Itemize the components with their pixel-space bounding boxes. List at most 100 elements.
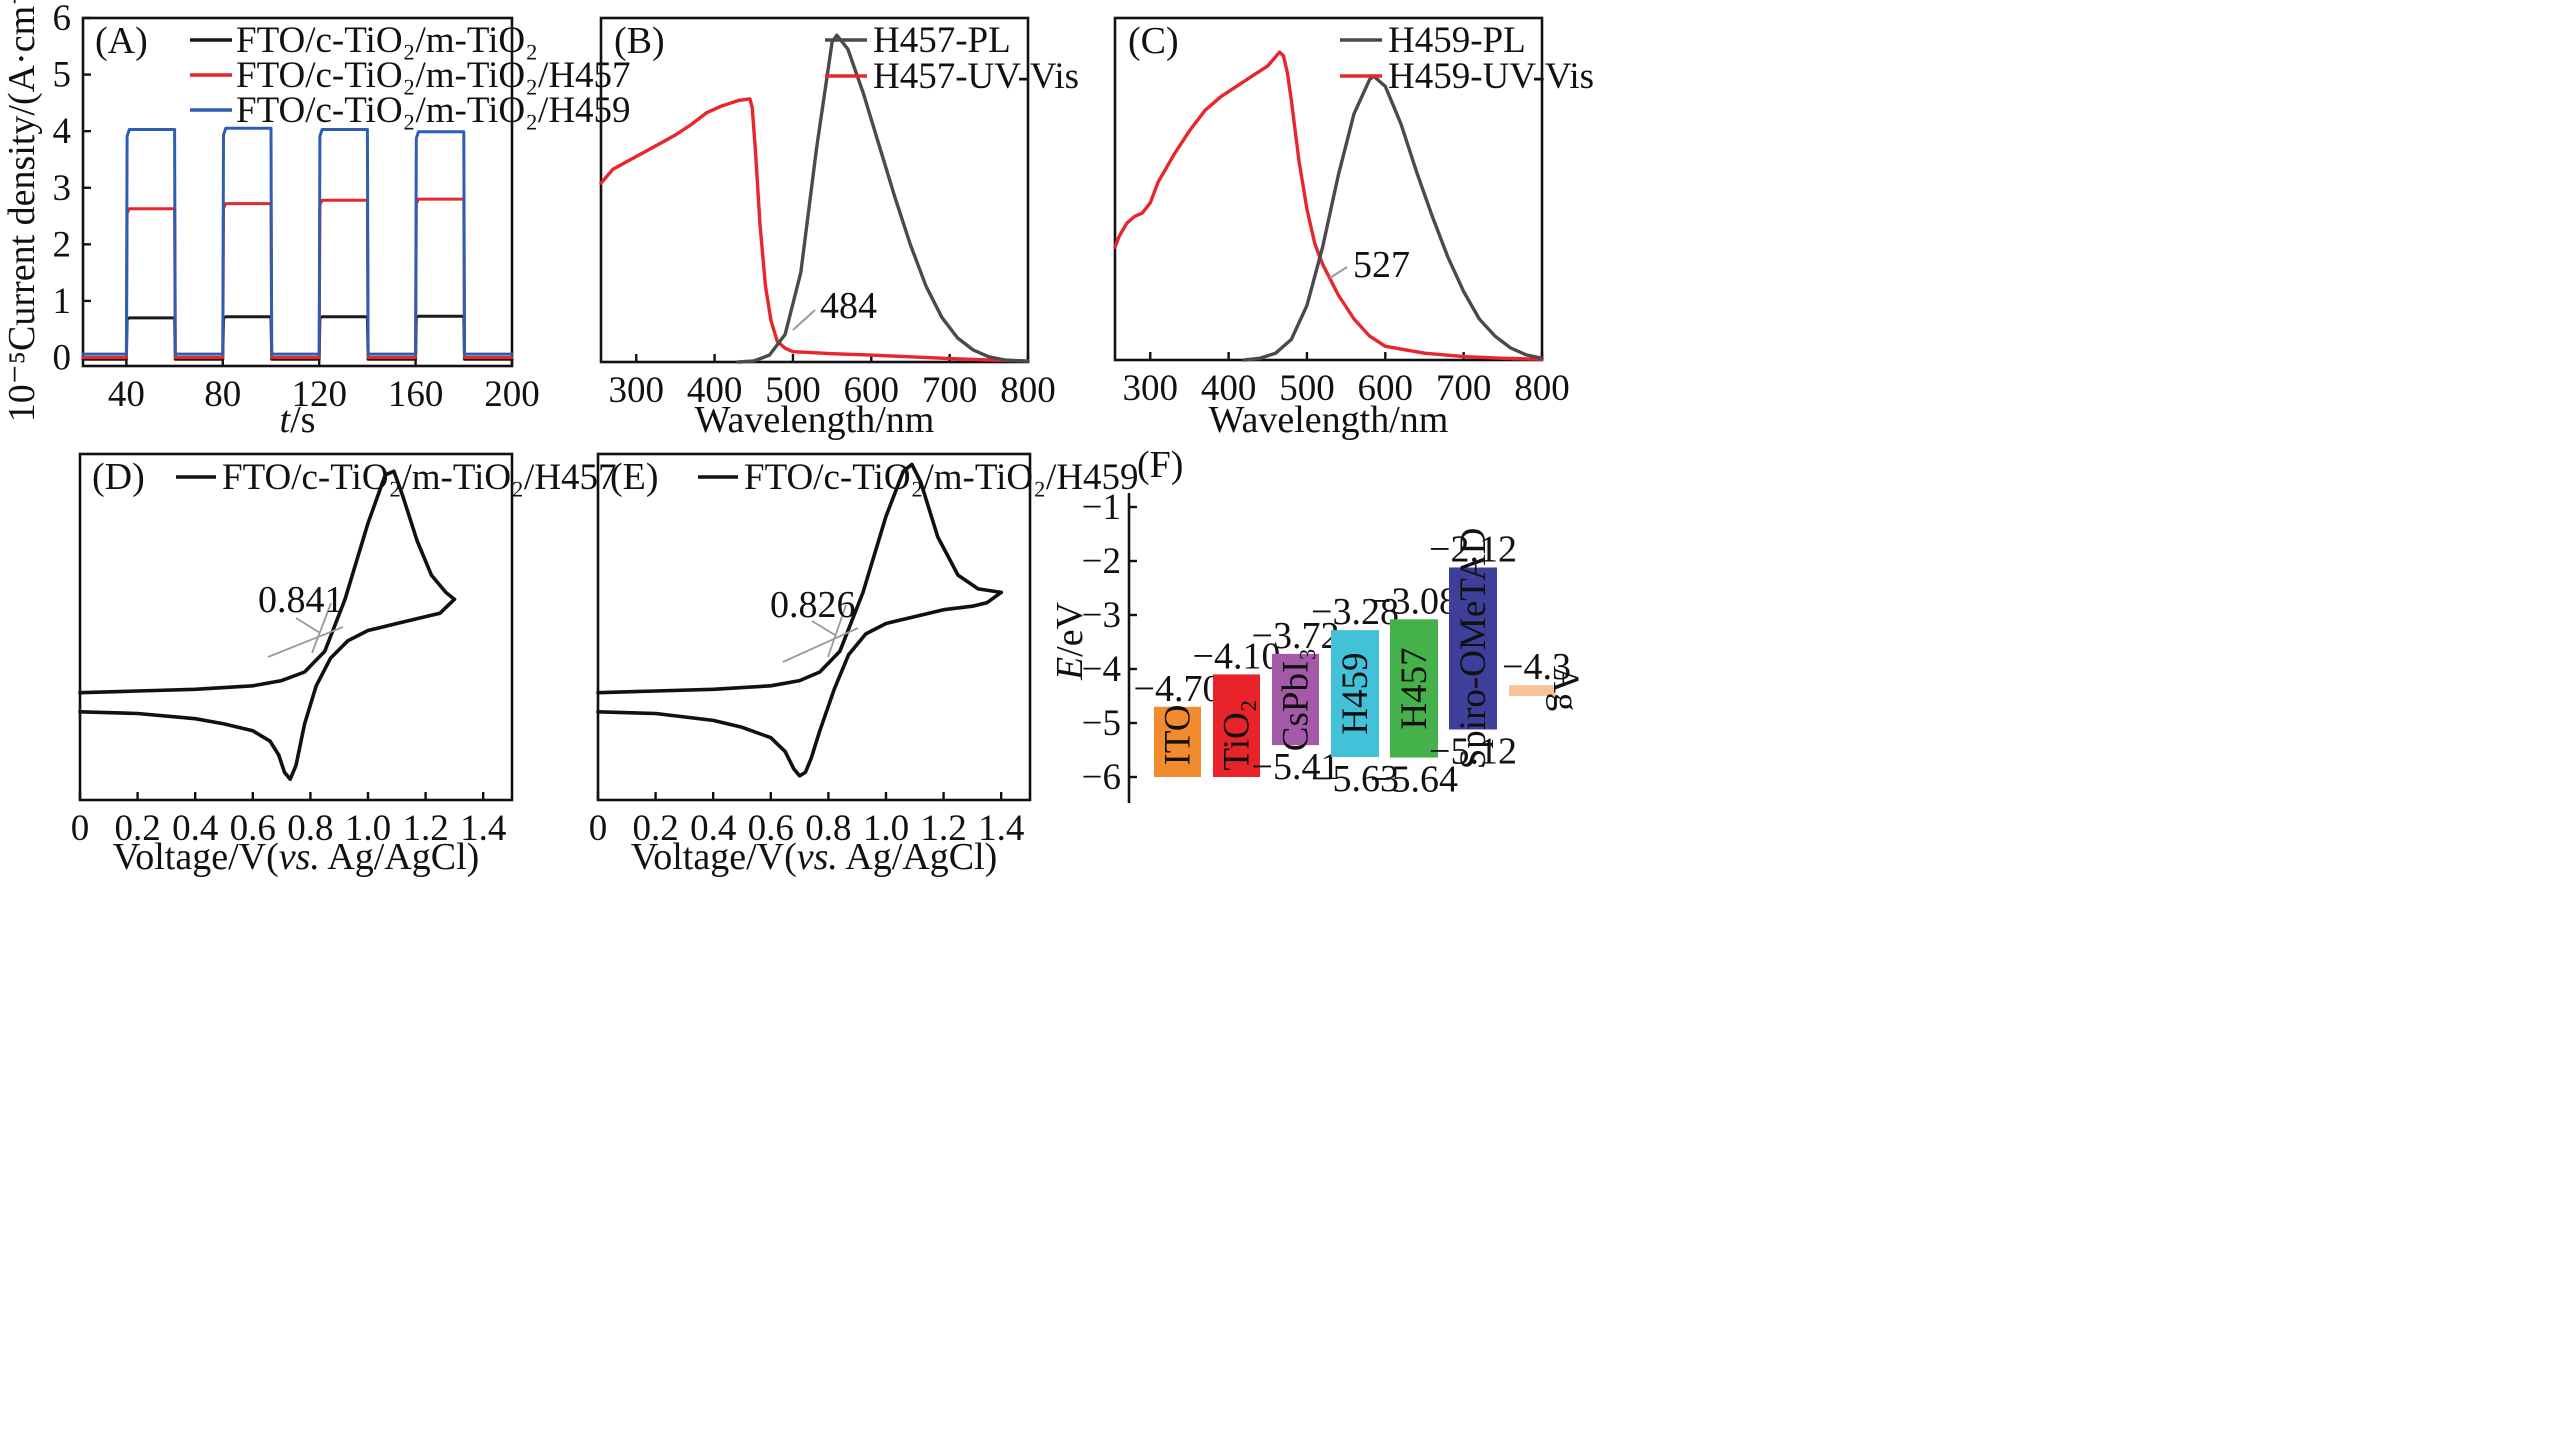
y-tick-label: −3 — [1082, 595, 1121, 636]
legend-label: FTO/c-TiO₂/m-TiO₂/H457 — [222, 457, 617, 498]
energy-level-top-value-6: −4.3 — [1502, 646, 1571, 688]
energy-level-bar-3 — [1331, 630, 1379, 758]
y-tick-label: −4 — [1082, 649, 1121, 690]
energy-level-name-3: H459 — [1335, 652, 1376, 734]
plot-frame — [596, 452, 1032, 802]
energy-level-bar-5 — [1449, 567, 1497, 730]
panel-label: (B) — [614, 20, 665, 62]
x-tick-label: 1.4 — [460, 808, 506, 849]
energy-level-bottom-value-5: −5.12 — [1429, 730, 1517, 772]
x-axis-label-part: Voltage/V( — [113, 836, 279, 878]
x-tick-label: 1.0 — [345, 808, 391, 849]
x-tick-label: 0.2 — [632, 808, 678, 849]
energy-level-bar-6 — [1509, 685, 1556, 696]
x-axis-label-part: Ag/AgCl) — [838, 836, 997, 878]
y-tick-label: 6 — [53, 0, 72, 39]
x-tick-label: 200 — [484, 374, 540, 415]
y-tick-label: 0 — [53, 338, 72, 379]
legend-label-1: H459-UV-Vis — [1388, 56, 1594, 97]
cv-forward-scan — [78, 469, 457, 695]
series-line-1 — [1113, 50, 1544, 361]
plot-frame — [1113, 16, 1544, 362]
energy-level-name-0: ITO — [1158, 705, 1199, 766]
x-tick-label: 1.2 — [402, 808, 448, 849]
x-tick-label: 700 — [922, 370, 978, 411]
annotation-label: 484 — [820, 285, 877, 327]
x-axis-label: Wavelength/nm — [1209, 399, 1449, 441]
y-axis-label-var: E — [1049, 657, 1091, 681]
legend-label: FTO/c-TiO₂/m-TiO₂/H459 — [744, 457, 1139, 498]
y-tick-label: −5 — [1082, 703, 1121, 744]
x-tick-label: 160 — [388, 374, 444, 415]
y-axis-label: E/eV — [1049, 601, 1091, 681]
x-tick-label: 0.2 — [114, 808, 160, 849]
tangent-line-baseline — [267, 626, 344, 658]
x-tick-label: 0.8 — [805, 808, 851, 849]
annotation-label: 527 — [1353, 244, 1410, 286]
x-tick-label: 700 — [1436, 368, 1492, 409]
y-axis-label: 10⁻⁵Current density/(A·cm⁻²) — [1, 0, 43, 422]
x-axis-label: Voltage/V(vs. Ag/AgCl) — [113, 836, 480, 878]
x-tick-label: 0 — [71, 808, 90, 849]
x-tick-label: 1.2 — [920, 808, 966, 849]
energy-level-bar-2 — [1272, 653, 1319, 746]
plot-frame — [599, 16, 1030, 364]
x-tick-label: 800 — [1514, 368, 1570, 409]
y-tick-label: 2 — [53, 224, 72, 265]
energy-level-bottom-value-3: −5.63 — [1311, 758, 1399, 800]
panel-c: 300 400 500 600 700 800 Wavelength/nm (C) 527 H45… — [1113, 16, 1594, 441]
x-tick-label: 0.8 — [287, 808, 333, 849]
energy-level-name-1: TiO₂ — [1217, 699, 1258, 770]
x-axis-label: t/s — [280, 399, 316, 441]
x-tick-label: 0.4 — [690, 808, 736, 849]
annotation-label: 0.841 — [258, 579, 344, 621]
x-tick-label: 500 — [1279, 368, 1335, 409]
annotation-leader — [1329, 266, 1348, 279]
y-tick-label: −1 — [1082, 487, 1121, 528]
cv-forward-scan — [596, 462, 1004, 695]
tangent-line-rise — [311, 602, 332, 654]
energy-level-name-5: Spiro-OMeTAD — [1453, 528, 1494, 770]
series-line-0 — [1242, 74, 1544, 362]
energy-level-bar-1 — [1213, 674, 1260, 777]
x-tick-label: 600 — [1358, 368, 1414, 409]
annotation-leader — [811, 620, 836, 636]
x-axis-label-var: t — [280, 399, 292, 441]
x-tick-label: 1.0 — [863, 808, 909, 849]
panel-label: (F) — [1137, 444, 1183, 486]
annotation-leader — [295, 617, 321, 634]
x-axis-label-unit: /s — [290, 399, 315, 441]
cv-reverse-scan — [78, 597, 457, 782]
energy-level-bottom-value-4: −5.64 — [1370, 759, 1458, 801]
series-line-0 — [81, 314, 514, 361]
y-tick-label: 1 — [53, 281, 72, 322]
x-tick-label: 0.6 — [230, 808, 276, 849]
energy-level-name-6: Ag — [1545, 666, 1586, 711]
plot-frame — [78, 452, 514, 802]
y-tick-label: 3 — [53, 168, 72, 209]
panel-a: 0 1 2 3 4 5 6 40 80 120 160 200 t/s 10⁻⁵Current densi… — [1, 0, 631, 441]
energy-level-bar-4 — [1390, 619, 1438, 758]
energy-level-name-4: H457 — [1394, 647, 1435, 729]
x-axis-label: Wavelength/nm — [695, 399, 935, 441]
energy-level-top-value-1: −4.10 — [1193, 635, 1281, 677]
panel-label: (C) — [1128, 20, 1179, 62]
x-tick-label: 80 — [204, 374, 241, 415]
x-tick-label: 1.4 — [978, 808, 1024, 849]
x-tick-label: 800 — [1000, 370, 1056, 411]
x-tick-label: 300 — [609, 370, 665, 411]
energy-level-top-value-2: −3.72 — [1252, 615, 1340, 657]
series-line-1 — [81, 197, 514, 359]
panel-b: 300 400 500 600 700 800 Wavelength/nm (B) 484 H45… — [599, 16, 1079, 441]
legend-label-1: H457-UV-Vis — [873, 56, 1079, 97]
y-tick-label: −2 — [1082, 541, 1121, 582]
x-tick-label: 300 — [1123, 368, 1179, 409]
energy-level-bar-0 — [1154, 706, 1201, 777]
energy-level-bottom-value-2: −5.41 — [1252, 746, 1340, 788]
panel-label: (D) — [92, 456, 145, 498]
x-axis-label-part: Voltage/V( — [631, 836, 797, 878]
